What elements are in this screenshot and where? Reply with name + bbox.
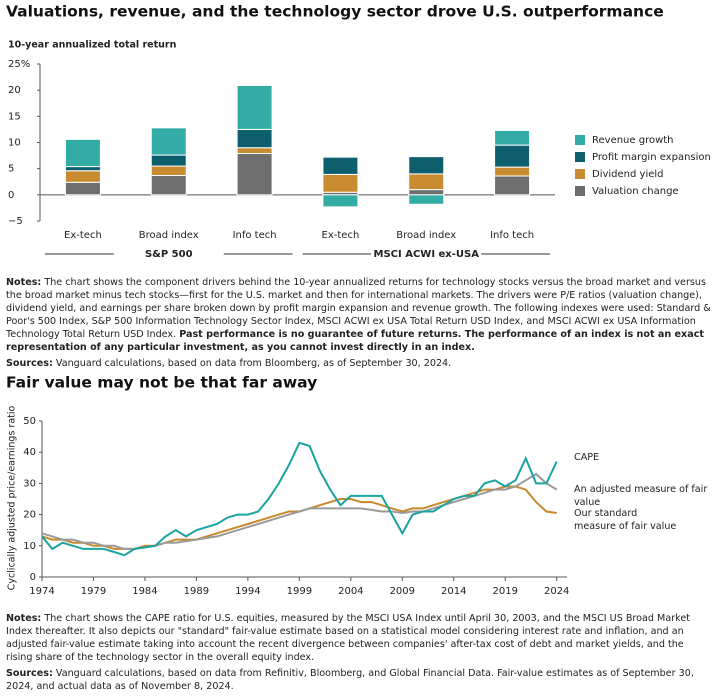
- x-tick-label: 2009: [390, 586, 415, 597]
- legend-label: Valuation change: [592, 186, 679, 197]
- series-line: [41, 485, 557, 550]
- sources-text: Vanguard calculations, based on data fro…: [55, 358, 452, 369]
- y-axis-label: 10-year annualized total return: [8, 40, 177, 51]
- legend-label: Revenue growth: [592, 135, 674, 146]
- bar-segment: [150, 127, 187, 156]
- chart-title: Valuations, revenue, and the technology …: [6, 3, 664, 21]
- bar-segment: [408, 194, 445, 205]
- bar-segment: [322, 194, 359, 208]
- notes-text: The chart shows the CAPE ratio for U.S. …: [6, 613, 691, 663]
- series-line: [41, 441, 558, 557]
- group-label-bg: [371, 246, 482, 262]
- x-tick-label: 2019: [493, 586, 518, 597]
- notes: Notes: The chart shows the component dri…: [6, 276, 712, 373]
- series-label: An adjusted measure of fair value: [574, 484, 708, 508]
- bar-segment: [408, 156, 445, 175]
- y-tick-label: 0: [8, 190, 14, 201]
- x-tick-label: 1999: [287, 586, 312, 597]
- notes-paragraph: Notes: The chart shows the CAPE ratio fo…: [6, 612, 712, 664]
- y-tick-label: 0: [30, 572, 36, 583]
- y-tick-label: 20: [8, 85, 21, 96]
- legend-label: Dividend yield: [592, 169, 664, 180]
- x-tick-label: 2004: [338, 586, 363, 597]
- chart-title: Fair value may not be that far away: [6, 374, 317, 392]
- legend-swatch: [575, 186, 585, 196]
- x-tick-label: Info tech: [490, 230, 534, 241]
- sources-paragraph: Sources: Vanguard calculations, based on…: [6, 357, 712, 370]
- legend-swatch: [575, 135, 585, 145]
- legend-swatch: [575, 169, 585, 179]
- x-tick-label: Ex-tech: [64, 230, 102, 241]
- y-tick-label: 40: [23, 447, 36, 458]
- legend-swatch: [575, 152, 585, 162]
- legend-label: Profit margin expansion: [592, 152, 711, 163]
- chart-cape: Fair value may not be that far away Cycl…: [6, 374, 569, 598]
- y-tick-label: 25%: [8, 59, 30, 70]
- bar-segment: [236, 128, 273, 149]
- bar-segment: [64, 166, 101, 172]
- bar-segment: [150, 165, 187, 176]
- sources-label: Sources:: [6, 668, 53, 679]
- bar-segment: [494, 144, 531, 168]
- series-line: [41, 472, 558, 550]
- y-tick-label: −5: [8, 216, 23, 227]
- y-tick-label: 30: [23, 478, 36, 489]
- bar-segment: [322, 156, 359, 175]
- notes-bold: Past performance is no guarantee of futu…: [6, 329, 704, 353]
- x-tick-label: 1979: [81, 586, 106, 597]
- x-tick-label: Ex-tech: [322, 230, 360, 241]
- bar-segment: [64, 170, 101, 183]
- notes-paragraph: Notes: The chart shows the component dri…: [6, 276, 712, 354]
- x-tick-label: 1989: [184, 586, 209, 597]
- x-tick-label: 2014: [441, 586, 466, 597]
- bar-segment: [322, 173, 359, 193]
- group-label: MSCI ACWI ex-USA: [374, 249, 480, 260]
- bar-segment: [408, 173, 445, 191]
- series-label: Our standard measure of fair value: [574, 508, 677, 532]
- y-tick-label: 50: [23, 416, 36, 427]
- notes-label: Notes:: [6, 277, 42, 288]
- x-tick-label: Broad index: [396, 230, 456, 241]
- bar-segment: [408, 189, 445, 196]
- notes: Notes: The chart shows the CAPE ratio fo…: [6, 612, 712, 696]
- group-label: S&P 500: [145, 249, 193, 260]
- sources-paragraph: Sources: Vanguard calculations, based on…: [6, 667, 712, 693]
- y-tick-label: 20: [23, 510, 36, 521]
- x-tick-label: 1974: [29, 586, 54, 597]
- y-tick-label: 10: [8, 138, 21, 149]
- y-tick-label: 5: [8, 164, 14, 175]
- bar-segment: [150, 174, 187, 196]
- notes-text: The chart shows the component drivers be…: [6, 277, 711, 340]
- notes-label: Notes:: [6, 613, 42, 624]
- bar-segment: [236, 152, 273, 196]
- chart-revenue: Valuations, revenue, and the technology …: [6, 3, 711, 262]
- y-tick-label: 15: [8, 111, 21, 122]
- y-tick-label: 10: [23, 541, 36, 552]
- bar-segment: [236, 84, 273, 130]
- bar-segment: [494, 129, 531, 146]
- x-tick-label: 1994: [235, 586, 260, 597]
- bar-segment: [150, 154, 187, 167]
- bar-segment: [494, 166, 531, 177]
- bar-segment: [494, 175, 531, 196]
- group-label-bg: [113, 246, 224, 262]
- bar-segment: [64, 138, 101, 168]
- x-tick-label: 2024: [544, 586, 569, 597]
- sources-label: Sources:: [6, 358, 53, 369]
- bar-segment: [236, 147, 273, 154]
- series-label: CAPE: [574, 452, 600, 463]
- x-tick-label: Broad index: [139, 230, 199, 241]
- sources-text: Vanguard calculations, based on data fro…: [6, 668, 694, 692]
- bar-segment: [64, 181, 101, 196]
- y-axis-label: Cyclically adjusted price/earnings ratio: [7, 405, 18, 590]
- x-tick-label: 1984: [132, 586, 157, 597]
- x-tick-label: Info tech: [233, 230, 277, 241]
